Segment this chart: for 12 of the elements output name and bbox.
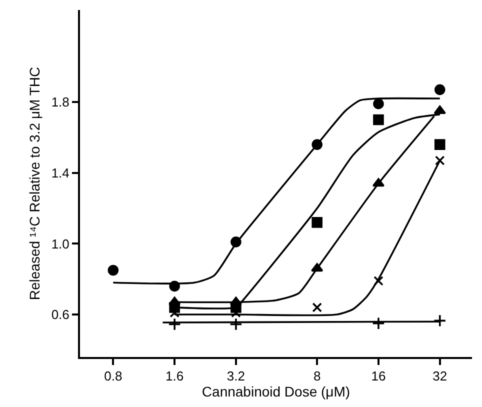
x-tick-label: 0.8 <box>104 368 122 384</box>
y-tick-label: 1.0 <box>51 236 70 252</box>
x-tick-label: 8 <box>313 368 321 384</box>
y-tick-label: 1.4 <box>51 165 70 180</box>
y-tick-label: 0.6 <box>51 307 70 322</box>
y-axis-title: Released ¹⁴C Relative to 3.2 μM THC <box>26 66 42 300</box>
x-tick-label: 1.6 <box>166 368 184 384</box>
x-tick-label: 16 <box>371 368 386 384</box>
x-axis-title: Cannabinoid Dose (μM) <box>202 384 350 400</box>
y-tick-label: 1.8 <box>51 94 70 110</box>
x-tick-label: 32 <box>432 368 448 384</box>
x-tick-label: 3.2 <box>226 368 245 384</box>
